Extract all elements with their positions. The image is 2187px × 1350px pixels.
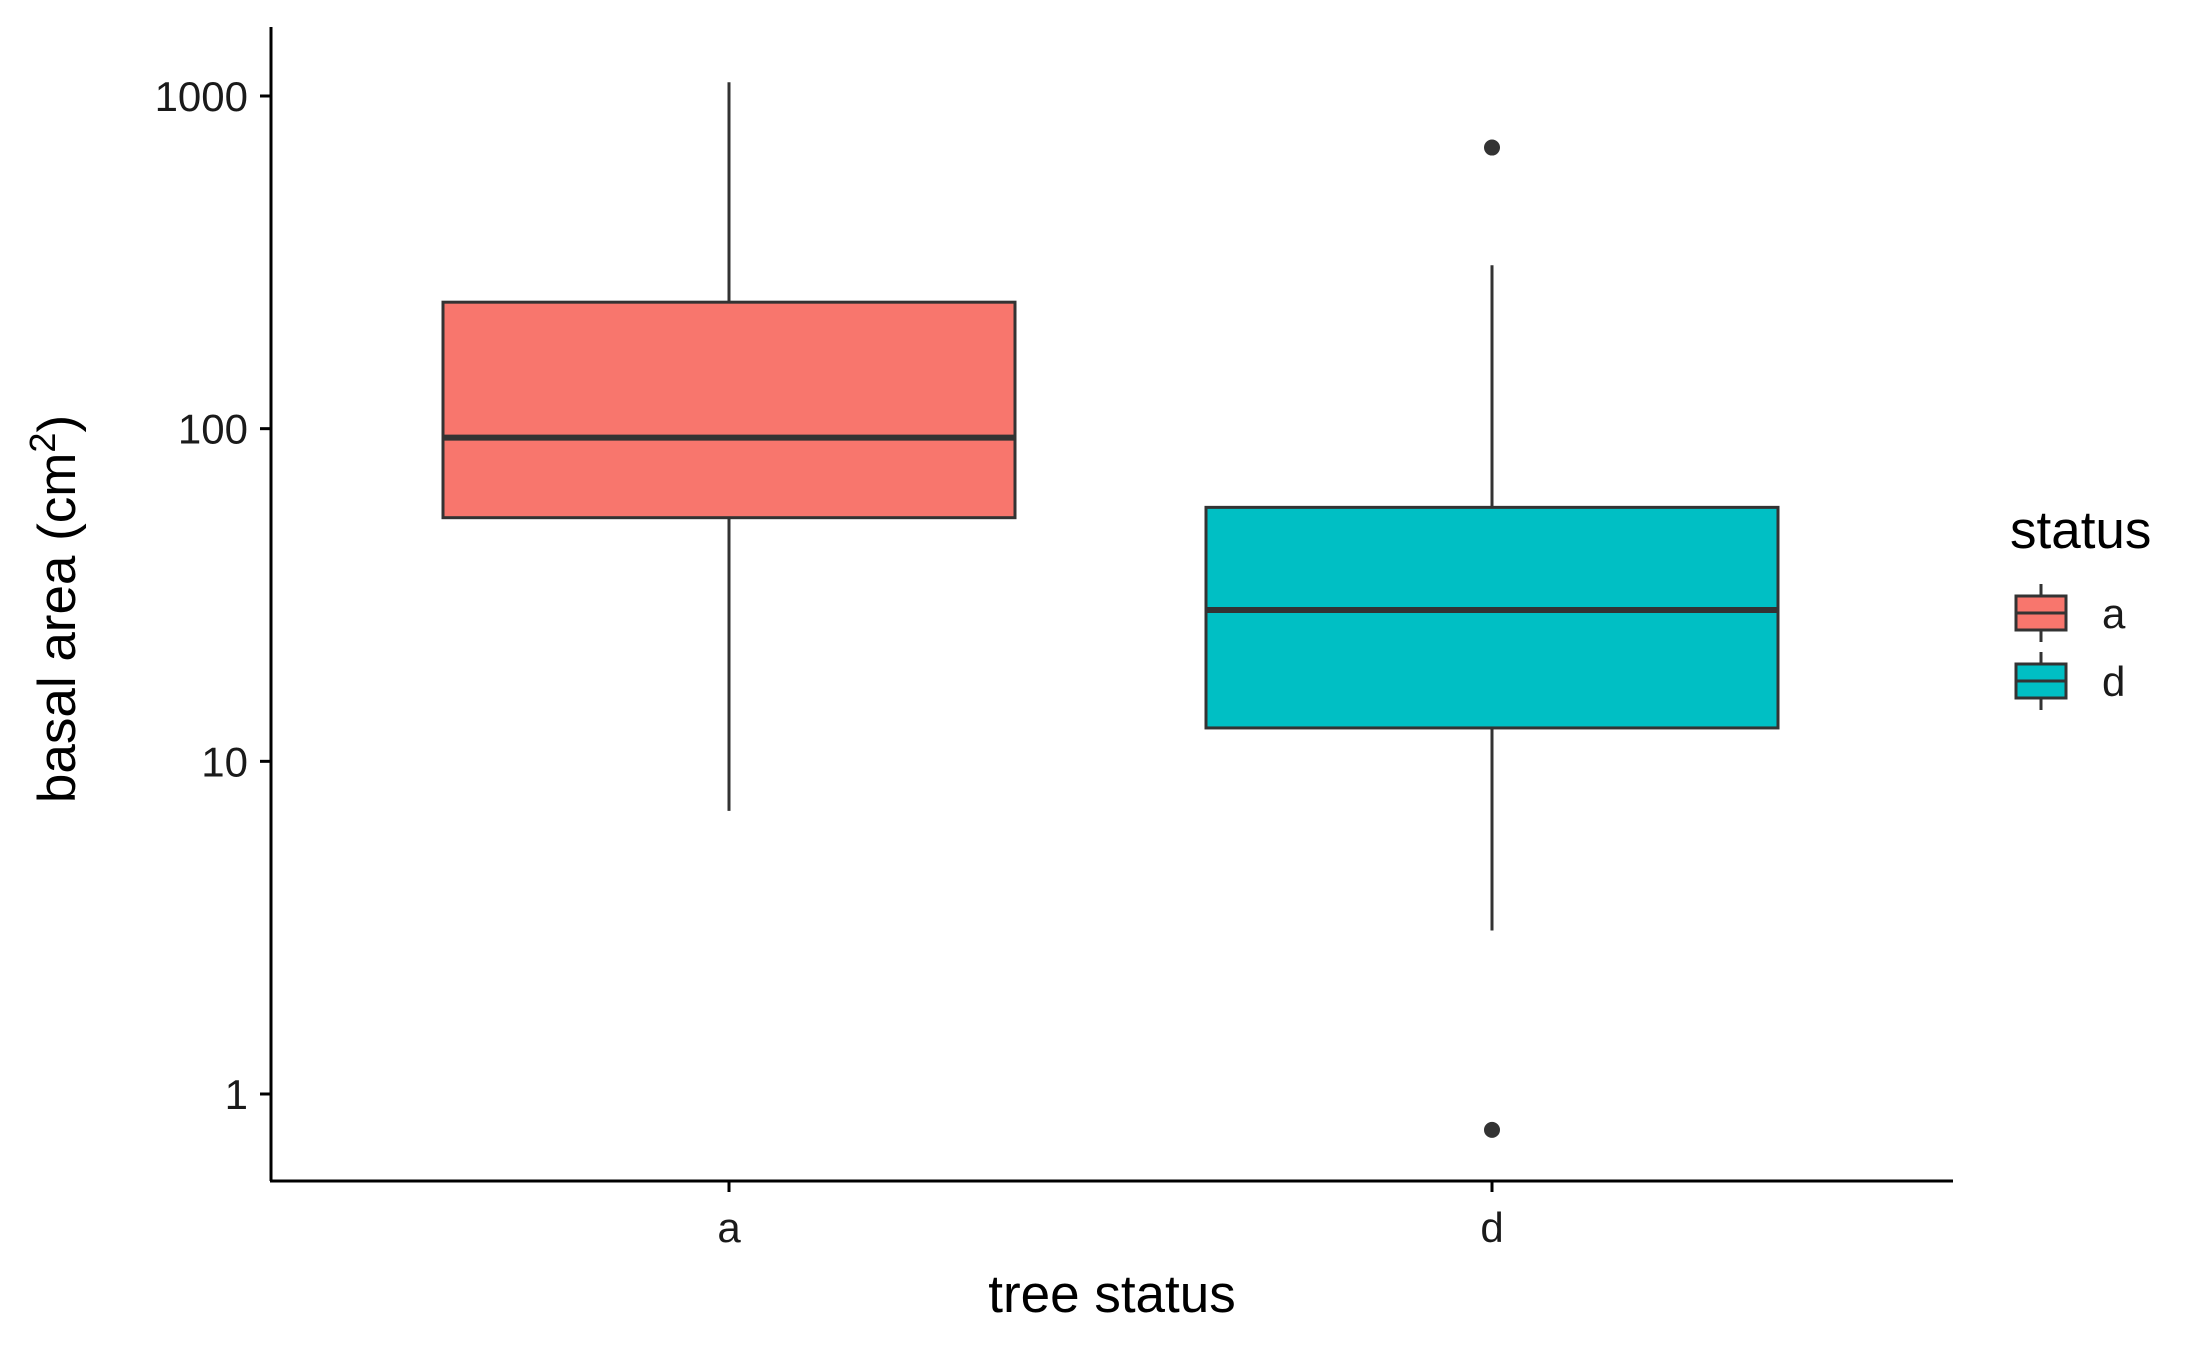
y-axis-title: basal area (cm2) <box>22 415 87 803</box>
y-axis-title-suffix: ) <box>28 415 87 433</box>
x-axis-title: tree status <box>988 1265 1235 1324</box>
y-tick-label: 1000 <box>155 73 248 120</box>
box-body <box>1204 505 1780 730</box>
x-tick-label: a <box>717 1204 741 1251</box>
legend-item-d: d <box>2014 652 2125 710</box>
legend-label: a <box>2102 590 2126 637</box>
y-ticks: 1 10 100 1000 <box>155 73 271 1118</box>
box-body <box>441 300 1017 520</box>
y-tick-label: 10 <box>201 738 248 785</box>
y-axis-title-main: basal area (cm <box>28 453 87 804</box>
y-axis-title-superscript: 2 <box>22 433 63 453</box>
y-tick-label: 100 <box>178 406 248 453</box>
legend-items: ad <box>2014 584 2126 710</box>
legend-label: d <box>2102 658 2125 705</box>
outlier-point <box>1484 139 1500 156</box>
legend: status ad <box>2010 501 2151 710</box>
box-d <box>1204 139 1780 1138</box>
box-a <box>441 82 1017 811</box>
outlier-point <box>1484 1121 1500 1138</box>
legend-title: status <box>2010 501 2151 560</box>
plot-marks <box>441 82 1780 1138</box>
y-tick-label: 1 <box>225 1071 248 1118</box>
legend-item-a: a <box>2014 584 2126 642</box>
x-tick-label: d <box>1480 1204 1503 1251</box>
